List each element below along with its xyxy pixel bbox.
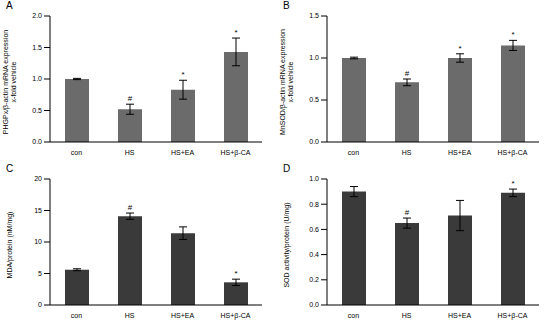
svg-text:con: con bbox=[348, 149, 359, 156]
html-text:SOD activity/protein (U/mg): SOD activity/protein (U/mg) bbox=[283, 202, 290, 288]
svg-text:con: con bbox=[71, 149, 82, 156]
svg-text:10: 10 bbox=[34, 238, 42, 245]
svg-text:HS: HS bbox=[125, 149, 135, 156]
svg-text:con: con bbox=[348, 312, 359, 319]
svg-text:HS+β-CA: HS+β-CA bbox=[498, 149, 528, 157]
svg-text:1.0: 1.0 bbox=[309, 175, 319, 182]
html-text:A: A bbox=[6, 0, 13, 11]
svg-text:20: 20 bbox=[34, 175, 42, 182]
svg-text:HS+β-CA: HS+β-CA bbox=[221, 149, 251, 157]
svg-text:HS: HS bbox=[402, 312, 412, 319]
html-text:PHGPx/β-actin mRNA expression: PHGPx/β-actin mRNA expression bbox=[2, 29, 9, 135]
svg-text:*: * bbox=[458, 44, 461, 53]
svg-text:con: con bbox=[71, 312, 82, 319]
svg-text:15: 15 bbox=[34, 207, 42, 214]
svg-text:HS+β-CA: HS+β-CA bbox=[221, 312, 251, 320]
svg-text:0.0: 0.0 bbox=[309, 138, 319, 145]
svg-text:0.0: 0.0 bbox=[32, 138, 42, 145]
svg-text:0.6: 0.6 bbox=[309, 226, 319, 233]
html-text:x-fold vehicle: x-fold vehicle bbox=[10, 61, 17, 103]
svg-text:0.5: 0.5 bbox=[32, 107, 42, 114]
svg-text:HS+β-CA: HS+β-CA bbox=[498, 312, 528, 320]
svg-text:1.5: 1.5 bbox=[32, 44, 42, 51]
html-text:C: C bbox=[6, 163, 14, 174]
svg-text:*: * bbox=[234, 28, 237, 37]
html-text:B: B bbox=[283, 0, 290, 11]
svg-text:HS+EA: HS+EA bbox=[448, 149, 471, 156]
html-text:D: D bbox=[283, 163, 291, 174]
svg-text:1.5: 1.5 bbox=[309, 12, 319, 19]
svg-text:0.5: 0.5 bbox=[309, 96, 319, 103]
svg-text:*: * bbox=[234, 269, 237, 278]
svg-text:HS+EA: HS+EA bbox=[171, 149, 194, 156]
svg-text:5: 5 bbox=[38, 270, 42, 277]
svg-text:*: * bbox=[511, 30, 514, 39]
svg-text:0.8: 0.8 bbox=[309, 201, 319, 208]
html-text:x-fold vehicle: x-fold vehicle bbox=[287, 61, 294, 103]
svg-text:HS+EA: HS+EA bbox=[448, 312, 471, 319]
html-text:MDA/protein (nM/mg): MDA/protein (nM/mg) bbox=[6, 211, 13, 279]
svg-text:#: # bbox=[405, 69, 410, 78]
svg-text:#: # bbox=[405, 208, 410, 217]
svg-text:HS: HS bbox=[402, 149, 412, 156]
svg-text:#: # bbox=[128, 94, 133, 103]
svg-text:1.0: 1.0 bbox=[32, 75, 42, 82]
svg-text:1.0: 1.0 bbox=[309, 54, 319, 61]
svg-text:*: * bbox=[181, 70, 184, 79]
svg-text:2.0: 2.0 bbox=[32, 12, 42, 19]
svg-text:0: 0 bbox=[38, 301, 42, 308]
svg-text:HS+EA: HS+EA bbox=[171, 312, 194, 319]
svg-text:0.2: 0.2 bbox=[309, 276, 319, 283]
html-text:MnSOD/β-actin mRNA expression: MnSOD/β-actin mRNA expression bbox=[279, 29, 286, 135]
svg-text:#: # bbox=[128, 203, 133, 212]
svg-text:HS: HS bbox=[125, 312, 135, 319]
svg-text:*: * bbox=[511, 179, 514, 188]
svg-text:0.4: 0.4 bbox=[309, 251, 319, 258]
svg-text:0.0: 0.0 bbox=[309, 301, 319, 308]
